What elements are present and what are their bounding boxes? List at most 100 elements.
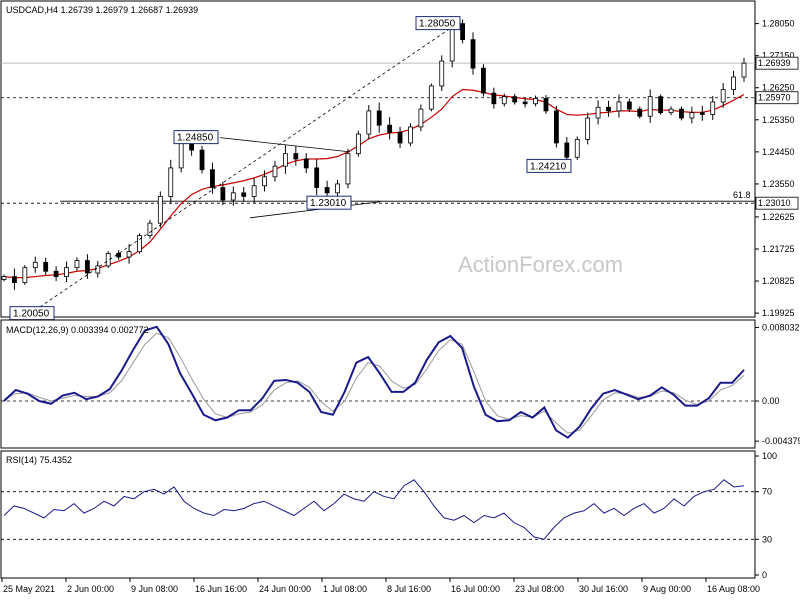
candle-body [210, 169, 215, 188]
candle-body [585, 117, 591, 140]
candle-body [574, 139, 580, 158]
price-y-tick-label: 1.23550 [762, 179, 795, 189]
triangle-lower-line [249, 201, 381, 219]
candle-body [157, 196, 163, 224]
candle-body [376, 110, 382, 126]
price-annotation-box [173, 130, 219, 145]
rsi-y-tick-label: 100 [762, 451, 777, 461]
current-price-box [755, 56, 799, 70]
candle-body [616, 101, 622, 112]
rsi-y-tick-label: 70 [762, 487, 772, 497]
candle-body [710, 101, 716, 115]
candle-body [272, 165, 278, 178]
candle-body [428, 85, 434, 110]
x-tick-label: 16 Jul 00:00 [451, 584, 500, 594]
candle-body [199, 149, 205, 171]
price-annotation-label: 1.23010 [310, 198, 347, 209]
fib-label: 61.8 [733, 190, 751, 200]
candle-body [533, 98, 538, 105]
macd-panel: 0.008032 0.00 -0.004379 MACD(12,26,9) 0.00… [0, 319, 800, 449]
x-tick-label: 1 Jul 08:00 [323, 584, 367, 594]
candle-body [335, 183, 340, 194]
candle-body [95, 265, 101, 274]
candle-body [595, 106, 601, 119]
price-annotation-label: 1.20050 [13, 309, 50, 320]
candle-body [658, 96, 664, 114]
candle-body [418, 108, 424, 128]
price-annotation-label: 1.28050 [419, 19, 456, 30]
x-axis: 25 May 2021 2 Jun 00:00 9 Jun 08:00 16 Jun … [1, 578, 760, 594]
candle-body [355, 133, 361, 155]
candle-body [314, 167, 320, 188]
candle-body [345, 153, 351, 185]
x-tick-label: 25 May 2021 [3, 584, 55, 594]
price-y-tick-label: 1.26250 [762, 83, 795, 93]
x-tick-label: 9 Aug 00:00 [643, 584, 691, 594]
candle-body [553, 110, 559, 144]
price-annotation-label: 1.24850 [177, 133, 214, 144]
candle-body [626, 101, 632, 110]
candle-body [283, 153, 288, 167]
price-annotation-box [306, 195, 352, 210]
macd-line [3, 325, 745, 439]
candle-body [251, 185, 257, 197]
candle-body [74, 260, 80, 269]
rsi-y-tick-label: 0 [762, 570, 767, 580]
candle-body [491, 92, 497, 105]
candle-body [53, 270, 59, 277]
price-y-tick-label: 1.19925 [762, 308, 795, 318]
candle-body [64, 267, 69, 277]
rsi-line [3, 479, 745, 540]
candle-body [84, 260, 90, 274]
candle-body [293, 153, 299, 160]
candle-body [522, 101, 528, 105]
macd-y-tick-label: -0.004379 [762, 436, 800, 446]
candle-body [324, 187, 330, 194]
candle-body [408, 126, 413, 144]
triangle-upper-line [219, 137, 351, 153]
price-y-tick-label: 1.27150 [762, 51, 795, 61]
x-tick-label: 16 Aug 08:00 [707, 584, 760, 594]
price-y-tick-label: 1.25350 [762, 115, 795, 125]
candle-body [220, 187, 226, 201]
candle-body [397, 131, 403, 144]
level-price-label: 1.25970 [758, 93, 791, 103]
price-panel: ActionForex.com 61.8 1.28050 1.24850 1.230… [0, 0, 799, 321]
candle-body [1, 276, 7, 280]
candle-body [501, 96, 507, 105]
candle-body [460, 23, 465, 41]
candle-body [470, 39, 476, 69]
rsi-y-tick-label: 30 [762, 534, 772, 544]
candle-body [741, 62, 747, 78]
x-tick-label: 23 Jul 08:00 [515, 584, 564, 594]
candle-body [647, 96, 653, 117]
candle-body [679, 108, 684, 119]
candle-body [303, 158, 309, 169]
watermark: ActionForex.com [458, 252, 623, 277]
candle-body [366, 110, 372, 135]
x-tick-label: 8 Jul 16:00 [387, 584, 431, 594]
candle-body [12, 276, 17, 284]
candle-body [481, 67, 486, 94]
candle-body [262, 176, 267, 187]
candle-body [699, 112, 705, 115]
candle-body [668, 108, 674, 114]
candle-body [147, 222, 153, 237]
candle-body [168, 167, 174, 197]
macd-y-tick-label: 0.00 [762, 396, 780, 406]
candle-body [689, 112, 695, 119]
candle-body [606, 106, 611, 112]
candle-body [22, 267, 28, 284]
candle-body [637, 108, 643, 117]
price-y-tick-label: 1.22625 [762, 212, 795, 222]
price-annotation-label: 1.24210 [530, 161, 567, 172]
macd-title: MACD(12,26,9) 0.003394 0.002772 [6, 325, 149, 335]
current-price-label: 1.26939 [758, 58, 791, 68]
price-y-tick-label: 1.28050 [762, 19, 795, 29]
candle-body [116, 253, 122, 258]
x-tick-label: 9 Jun 08:00 [131, 584, 178, 594]
x-tick-label: 2 Jun 00:00 [67, 584, 114, 594]
price-annotation-box [526, 158, 572, 173]
price-y-tick-label: 1.20825 [762, 276, 795, 286]
